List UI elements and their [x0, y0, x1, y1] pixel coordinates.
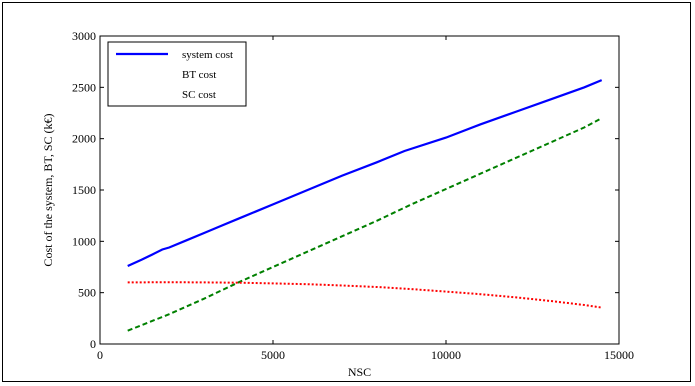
y-axis-label: Cost of the system, BT, SC (k€) [41, 113, 55, 266]
y-tick-label: 2000 [72, 132, 96, 146]
x-tick-label: 0 [97, 348, 103, 362]
x-tick-label: 10000 [431, 348, 461, 362]
legend: system cost BT cost SC cost [107, 41, 247, 107]
y-tick-label: 2500 [72, 80, 96, 94]
y-tick-label: 500 [78, 286, 96, 300]
figure-frame [2, 2, 691, 382]
series-line-bt-cost [127, 117, 603, 332]
x-axis-label: NSC [348, 365, 371, 379]
y-tick-label: 3000 [72, 29, 96, 43]
x-tick-label: 15000 [604, 348, 634, 362]
legend-label: BT cost [182, 69, 216, 81]
axes: 0 5000 10000 15000 0 500 1000 1500 2000 2500 3000 [72, 29, 634, 362]
legend-label: SC cost [182, 89, 216, 101]
x-tick-label: 5000 [261, 348, 285, 362]
legend-label: system cost [182, 49, 233, 61]
y-tick-label: 1500 [72, 183, 96, 197]
y-tick-label: 1000 [72, 234, 96, 248]
series-line-system-cost [127, 79, 603, 268]
series-layer [127, 79, 603, 332]
legend-box [107, 41, 247, 107]
series-line-sc-cost [127, 281, 602, 309]
y-tick-label: 0 [90, 337, 96, 351]
